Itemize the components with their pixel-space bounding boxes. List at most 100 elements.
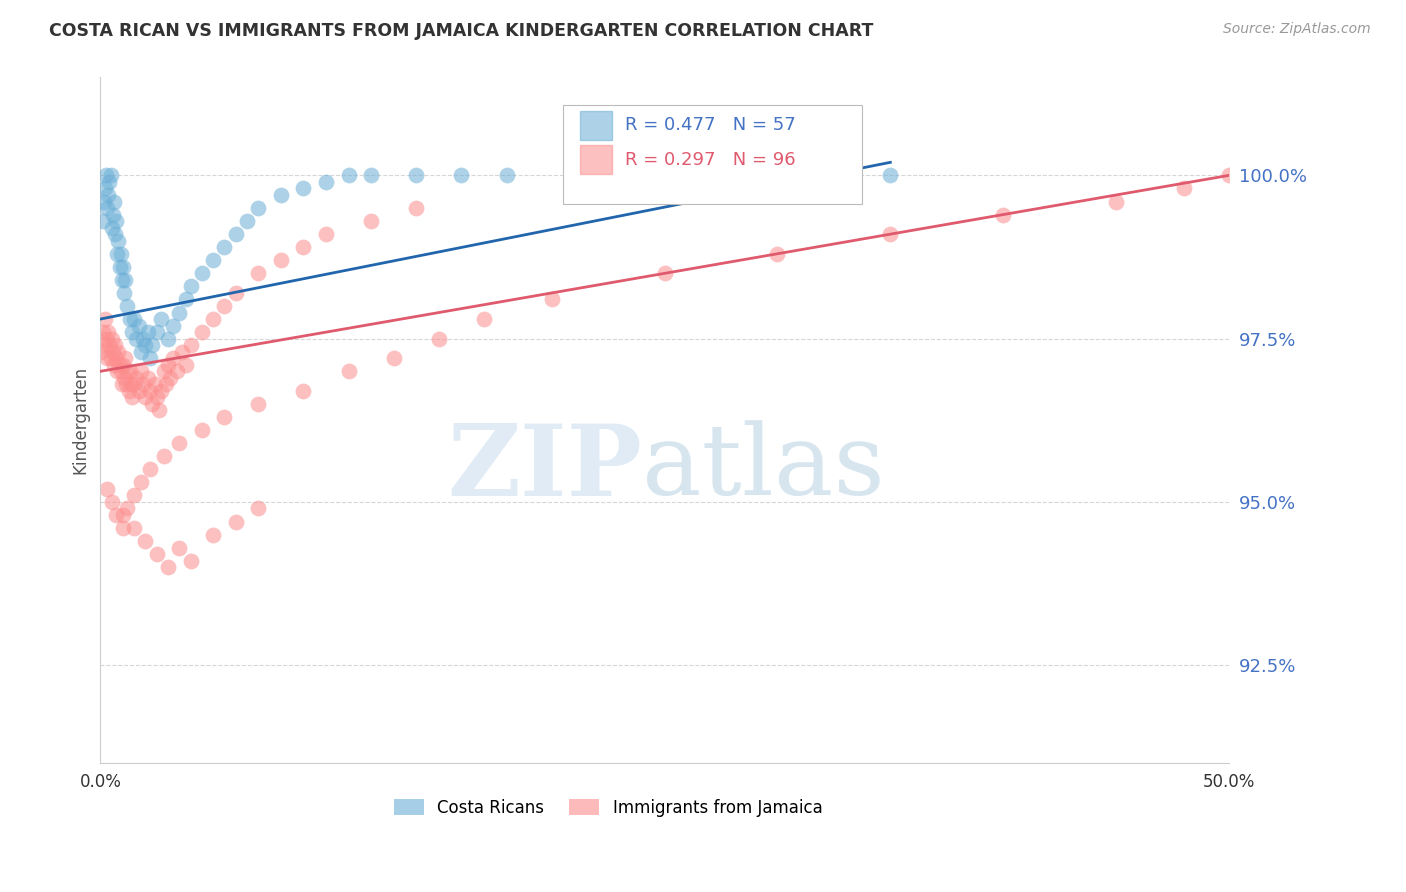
Point bbox=[132, 377, 155, 392]
Point bbox=[97, 188, 120, 202]
Point bbox=[405, 169, 427, 183]
Point bbox=[114, 273, 136, 287]
Point bbox=[247, 266, 270, 280]
Point bbox=[96, 482, 118, 496]
Point bbox=[112, 371, 135, 385]
Point bbox=[270, 188, 292, 202]
Point bbox=[993, 208, 1015, 222]
Point bbox=[117, 384, 139, 398]
Point bbox=[107, 344, 129, 359]
Point bbox=[115, 377, 138, 392]
Point bbox=[159, 371, 181, 385]
Point bbox=[139, 351, 162, 366]
Point bbox=[128, 318, 150, 333]
Point bbox=[202, 527, 225, 541]
Text: Source: ZipAtlas.com: Source: ZipAtlas.com bbox=[1223, 22, 1371, 37]
Point bbox=[96, 351, 118, 366]
Point bbox=[134, 338, 156, 352]
Point bbox=[236, 214, 259, 228]
Point bbox=[315, 227, 337, 242]
Point bbox=[100, 495, 122, 509]
Point bbox=[247, 201, 270, 215]
Point bbox=[360, 169, 382, 183]
FancyBboxPatch shape bbox=[581, 111, 612, 140]
Point bbox=[191, 325, 214, 339]
Point bbox=[169, 305, 191, 319]
Point bbox=[118, 312, 141, 326]
Point bbox=[162, 318, 184, 333]
Point bbox=[1173, 181, 1195, 195]
Text: COSTA RICAN VS IMMIGRANTS FROM JAMAICA KINDERGARTEN CORRELATION CHART: COSTA RICAN VS IMMIGRANTS FROM JAMAICA K… bbox=[49, 22, 873, 40]
Point bbox=[141, 338, 163, 352]
Point bbox=[225, 285, 247, 300]
Point bbox=[180, 338, 202, 352]
Point bbox=[100, 169, 122, 183]
Point bbox=[128, 384, 150, 398]
Point bbox=[141, 397, 163, 411]
Point bbox=[136, 371, 159, 385]
Point bbox=[879, 227, 901, 242]
Point bbox=[122, 521, 145, 535]
Point bbox=[157, 358, 180, 372]
Point bbox=[495, 169, 517, 183]
Point bbox=[270, 253, 292, 268]
Point bbox=[121, 325, 143, 339]
Point bbox=[191, 423, 214, 437]
Point bbox=[337, 364, 360, 378]
Point bbox=[93, 338, 115, 352]
Point bbox=[315, 175, 337, 189]
Point bbox=[117, 501, 139, 516]
Legend: Costa Ricans, Immigrants from Jamaica: Costa Ricans, Immigrants from Jamaica bbox=[387, 792, 830, 823]
Point bbox=[132, 332, 155, 346]
Point bbox=[170, 344, 193, 359]
Text: atlas: atlas bbox=[643, 420, 884, 516]
Point bbox=[150, 384, 173, 398]
Point bbox=[134, 391, 156, 405]
Point bbox=[214, 410, 236, 425]
Point bbox=[118, 364, 141, 378]
FancyBboxPatch shape bbox=[581, 145, 612, 174]
Point bbox=[100, 351, 122, 366]
Point bbox=[101, 208, 124, 222]
Point bbox=[94, 181, 117, 195]
Point bbox=[111, 273, 134, 287]
Point bbox=[100, 332, 122, 346]
Point bbox=[110, 364, 132, 378]
Point bbox=[94, 169, 117, 183]
Point bbox=[191, 266, 214, 280]
Point bbox=[104, 227, 127, 242]
Point bbox=[1218, 169, 1240, 183]
Point bbox=[134, 534, 156, 549]
Point bbox=[111, 377, 134, 392]
Point bbox=[122, 377, 145, 392]
Point bbox=[214, 240, 236, 254]
Point bbox=[540, 293, 562, 307]
Point bbox=[94, 312, 117, 326]
Point bbox=[337, 169, 360, 183]
Point bbox=[247, 397, 270, 411]
Point bbox=[146, 391, 169, 405]
Text: ZIP: ZIP bbox=[447, 420, 643, 516]
Point bbox=[98, 338, 121, 352]
Text: R = 0.477   N = 57: R = 0.477 N = 57 bbox=[626, 117, 796, 135]
Point bbox=[214, 299, 236, 313]
Point bbox=[247, 501, 270, 516]
Point bbox=[152, 364, 174, 378]
Point bbox=[121, 391, 143, 405]
Point bbox=[225, 227, 247, 242]
Point bbox=[157, 332, 180, 346]
Point bbox=[139, 384, 162, 398]
Point bbox=[143, 377, 166, 392]
Point bbox=[360, 214, 382, 228]
Point bbox=[174, 358, 197, 372]
Point bbox=[122, 312, 145, 326]
Point bbox=[382, 351, 405, 366]
Point bbox=[1105, 194, 1128, 209]
Point bbox=[180, 279, 202, 293]
Point bbox=[150, 312, 173, 326]
Point bbox=[94, 332, 117, 346]
Point bbox=[146, 325, 169, 339]
Point bbox=[105, 351, 128, 366]
Point bbox=[111, 508, 134, 522]
Text: R = 0.297   N = 96: R = 0.297 N = 96 bbox=[626, 151, 796, 169]
